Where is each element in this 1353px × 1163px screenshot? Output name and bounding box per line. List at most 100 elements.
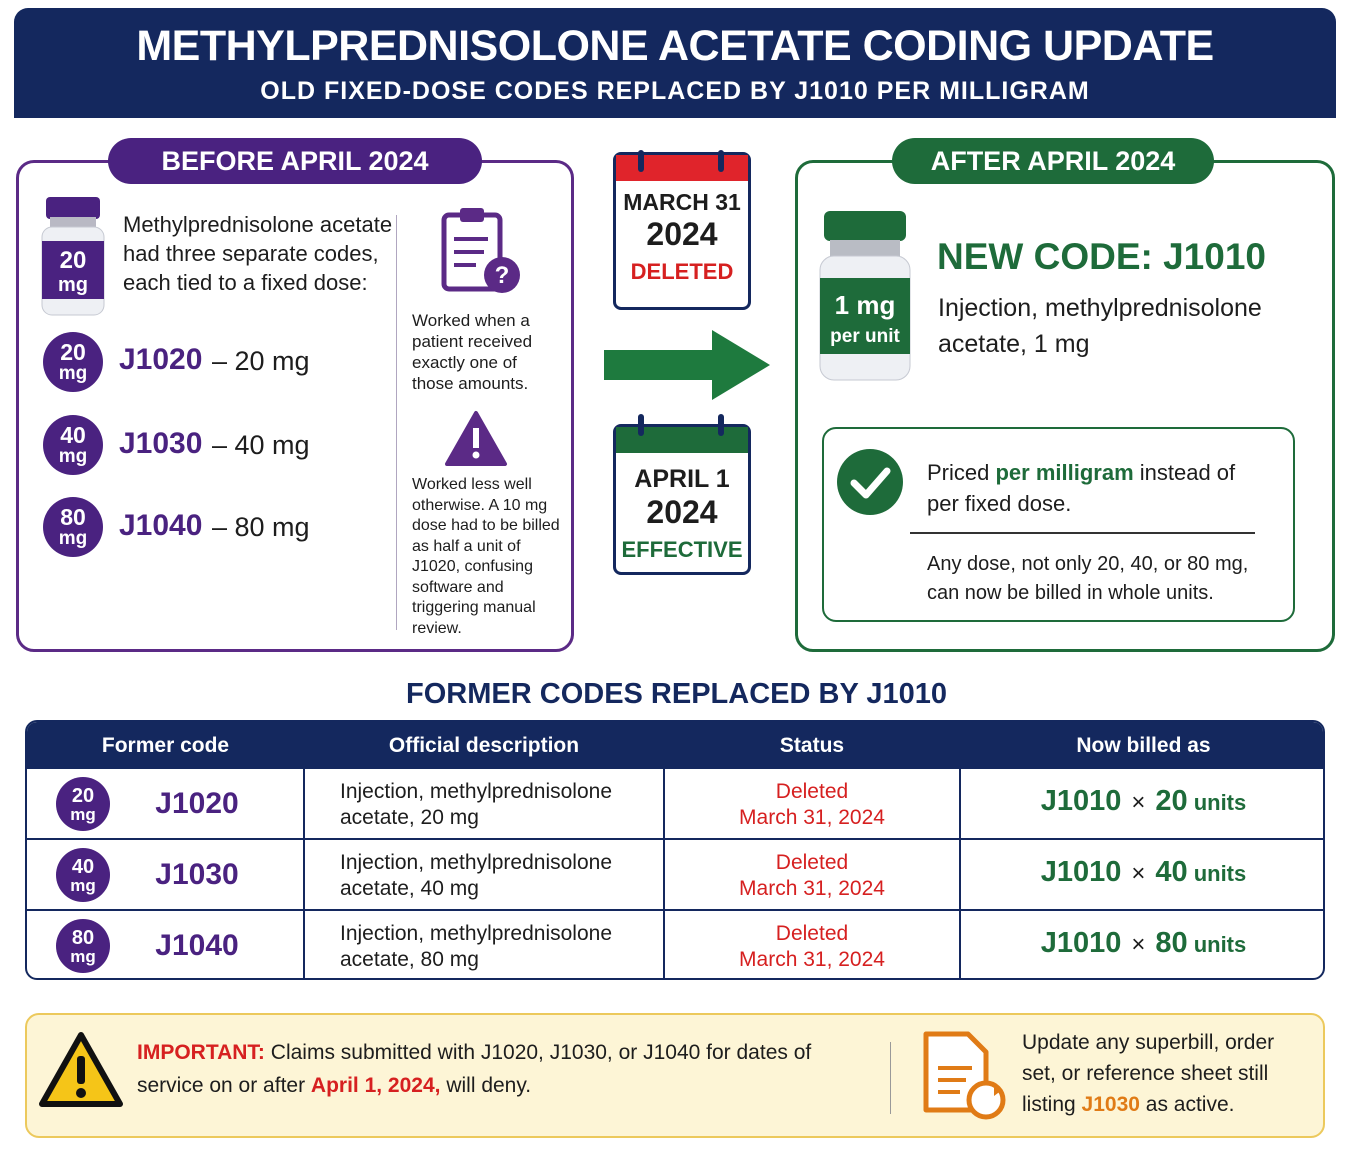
calendar-status: EFFECTIVE: [621, 537, 743, 562]
unit: mg: [70, 875, 96, 895]
intro-line: had three separate codes,: [123, 241, 379, 266]
title: METHYLPREDNISOLONE ACETATE CODING UPDATE: [136, 22, 1214, 70]
dose: 40: [71, 855, 95, 878]
dose-badge: 40 mg: [43, 415, 103, 475]
before-vial: 20 mg: [41, 197, 105, 316]
new-code: J1010: [1040, 927, 1122, 959]
text: Priced: [927, 460, 996, 485]
dose: 80: [60, 504, 86, 530]
new-code: J1010: [1040, 856, 1122, 888]
unit: mg: [58, 528, 88, 549]
divider: [890, 1042, 891, 1114]
units: 80: [1155, 927, 1188, 959]
calendar-year: 2024: [646, 494, 718, 530]
description: Injection, methylprednisolone acetate, 2…: [340, 780, 612, 829]
intro-line: Methylprednisolone acetate: [123, 212, 393, 237]
warning-icon: [39, 1032, 123, 1107]
unit: mg: [70, 804, 96, 824]
note-less: Worked less well otherwise. A 10 mg dose…: [412, 476, 560, 637]
former-code: J1020: [155, 787, 239, 820]
header: METHYLPREDNISOLONE ACETATE CODING UPDATE…: [14, 8, 1336, 118]
former-code: J1030: [155, 858, 239, 891]
table-row: 80 mg J1040 Injection, methylprednisolone a…: [27, 911, 1323, 978]
status: Deleted: [775, 851, 849, 874]
svg-text:?: ?: [495, 262, 510, 289]
dose: 20: [71, 784, 95, 807]
vial-unit: per unit: [830, 326, 900, 347]
calendar-deleted: MARCH 31 2024 DELETED: [613, 152, 751, 310]
new-description: Injection, methylprednisolone acetate, 1…: [938, 294, 1262, 358]
text: instead of per fixed dose.: [927, 460, 1236, 516]
now-billed: J1010 × 80 units: [960, 927, 1323, 960]
update-text: Update any superbill, order set, or refe…: [1022, 1027, 1312, 1120]
column-header: Official description: [304, 722, 664, 769]
status: Deleted: [775, 922, 849, 945]
units: 40: [1155, 856, 1188, 888]
separator: [910, 532, 1255, 534]
now-billed: J1010 × 40 units: [960, 856, 1323, 889]
description: Injection, methylprednisolone acetate, 8…: [340, 922, 612, 971]
unit: mg: [58, 363, 88, 384]
now-billed: J1010 × 20 units: [960, 785, 1323, 818]
row-line: [27, 838, 1323, 840]
document-icon: [923, 1031, 1006, 1120]
text: as active.: [1139, 1093, 1235, 1116]
calendar-date: MARCH 31: [623, 189, 741, 215]
old-code: J1040: [119, 509, 203, 542]
units: 20: [1155, 785, 1188, 817]
text: Update any superbill, order set, or refe…: [1022, 1031, 1275, 1116]
table-row: 20 mg J1020 Injection, methylprednisolone a…: [27, 769, 1323, 838]
unit: mg: [58, 446, 88, 467]
column-header: Now billed as: [960, 722, 1323, 769]
status-date: March 31, 2024: [739, 948, 885, 971]
column-header: Status: [664, 722, 960, 769]
after-vial: 1 mg per unit: [819, 211, 911, 381]
notice-box: [25, 1013, 1325, 1138]
dose-badge: 20 mg: [43, 332, 103, 392]
calendar-year: 2024: [646, 216, 718, 252]
any-dose: Any dose, not only 20, 40, or 80 mg, can…: [927, 553, 1249, 604]
new-code: J1010: [1040, 785, 1122, 817]
priced-text: Priced per milligram instead of per fixe…: [927, 457, 1237, 519]
column-line: [959, 722, 961, 978]
times: ×: [1131, 931, 1146, 958]
code-dose: – 20 mg: [212, 346, 310, 376]
units-label: units: [1193, 790, 1247, 815]
table-title: FORMER CODES REPLACED BY J1010: [406, 678, 947, 710]
note-worked: Worked when a patient received exactly o…: [412, 311, 533, 393]
date: April 1, 2024,: [310, 1074, 441, 1097]
units-label: units: [1193, 932, 1247, 957]
dose: 40: [60, 422, 86, 448]
dose-badge: 80 mg: [43, 497, 103, 557]
old-code: J1030: [119, 427, 203, 460]
vial-dose: 1 mg: [835, 290, 896, 320]
check-icon: [837, 449, 903, 515]
unit: mg: [70, 946, 96, 966]
vial-unit: mg: [58, 274, 88, 296]
warning-icon: [445, 411, 507, 466]
text: Claims submitted with J1020, J1030, or J…: [137, 1041, 812, 1097]
column-header: Former code: [27, 722, 304, 769]
after-title: AFTER APRIL 2024: [892, 138, 1214, 184]
calendar-date: APRIL 1: [634, 465, 730, 493]
divider: [396, 215, 397, 630]
label: IMPORTANT:: [137, 1041, 265, 1064]
dose-badge: 20 mg: [56, 777, 110, 831]
code: J1030: [1081, 1093, 1140, 1116]
code-dose: – 40 mg: [212, 430, 310, 460]
old-code: J1020: [119, 343, 203, 376]
important-text: IMPORTANT: Claims submitted with J1020, …: [137, 1036, 877, 1102]
code-dose: – 80 mg: [212, 512, 310, 542]
column-line: [303, 722, 305, 978]
text: will deny.: [440, 1074, 532, 1097]
former-code: J1040: [155, 929, 239, 962]
units-label: units: [1193, 861, 1247, 886]
vial-dose: 20: [60, 247, 87, 274]
description: Injection, methylprednisolone acetate, 4…: [340, 851, 612, 900]
dose: 20: [60, 339, 86, 365]
dose-badge: 80 mg: [56, 919, 110, 973]
before-intro: Methylprednisolone acetate had three sep…: [123, 210, 392, 297]
table: Former code Official description Status …: [25, 720, 1325, 980]
status-date: March 31, 2024: [739, 806, 885, 829]
